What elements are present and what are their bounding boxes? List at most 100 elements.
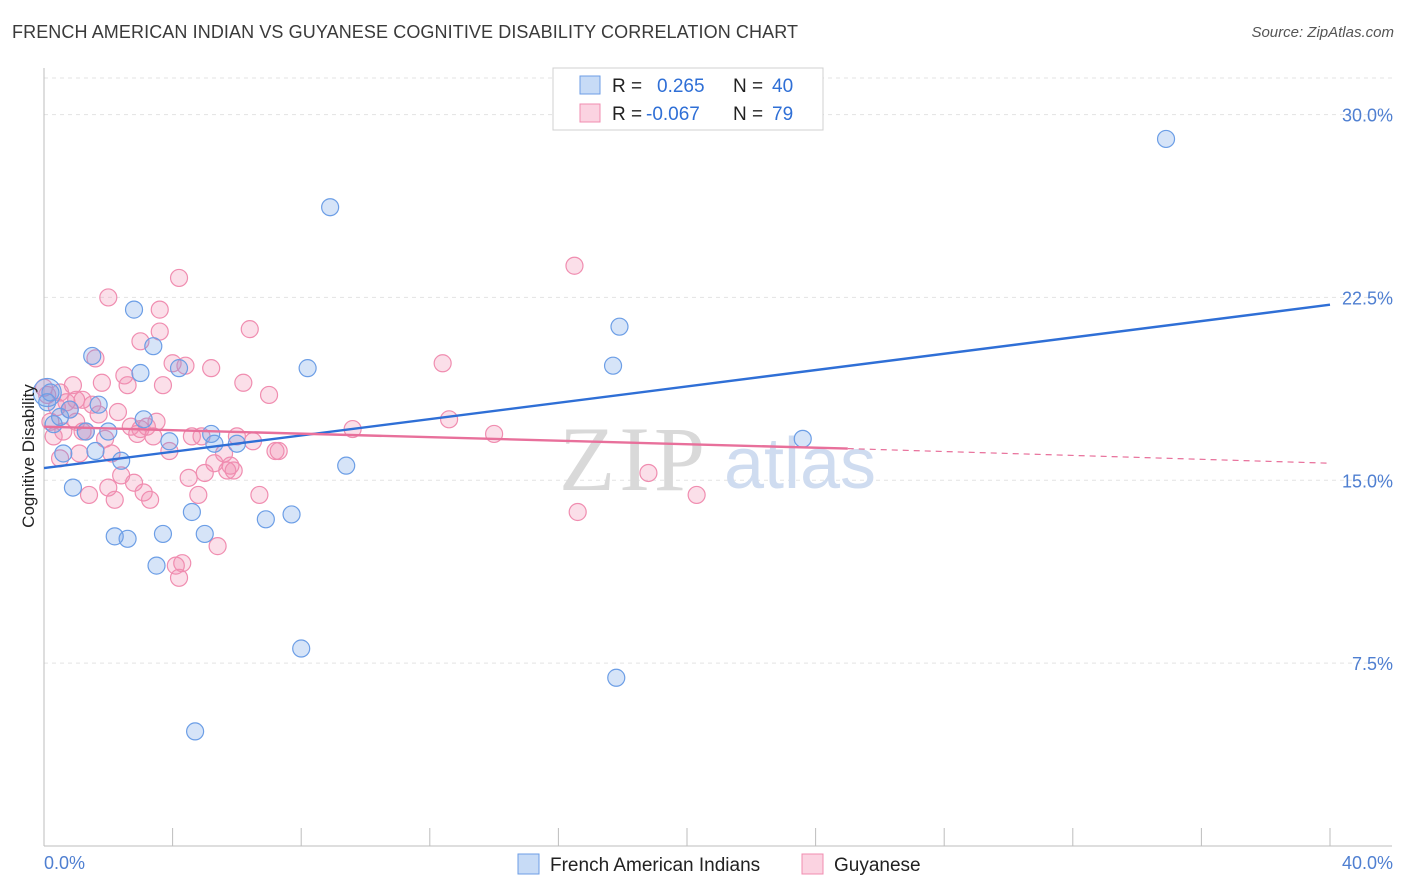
x-tick-label-1: 40.0% — [1342, 853, 1393, 873]
legend-swatch-blue — [579, 75, 601, 95]
point-guyanese-40 — [169, 568, 189, 587]
point-guyanese-27 — [124, 473, 144, 492]
point-guyanese-62 — [439, 410, 459, 429]
point-french-american-indian-3 — [54, 444, 73, 463]
point-french-american-indian-23 — [186, 722, 205, 741]
legend-r-label-2: R = — [612, 104, 642, 125]
legend-r-value-blue: 0.265 — [657, 76, 705, 97]
point-guyanese-14 — [83, 395, 102, 414]
y-tick-label-0: 7.5% — [1352, 654, 1393, 674]
point-guyanese-69 — [150, 300, 169, 319]
point-guyanese-52 — [224, 461, 243, 480]
point-french-american-indian-38 — [38, 393, 57, 412]
point-french-american-indian-2 — [50, 407, 70, 426]
point-guyanese-25 — [118, 376, 137, 395]
point-guyanese-66 — [639, 463, 658, 483]
point-guyanese-58 — [259, 385, 279, 405]
point-french-american-indian-18 — [147, 556, 166, 575]
point-guyanese-61 — [433, 354, 452, 373]
point-french-american-indian-37 — [1156, 129, 1176, 149]
point-french-american-indian-0 — [41, 383, 60, 402]
point-guyanese-45 — [189, 485, 208, 505]
point-guyanese-16 — [89, 405, 108, 424]
bottom-legend-label-blue: French American Indians — [550, 855, 760, 876]
gridlines — [44, 77, 1392, 664]
axes — [43, 68, 1392, 847]
point-french-american-indian-29 — [282, 505, 301, 524]
point-french-american-indian-35 — [610, 317, 629, 336]
point-guyanese-17 — [92, 373, 111, 392]
bottom-legend-label-pink: Guyanese — [834, 855, 921, 876]
point-guyanese-76 — [221, 456, 240, 475]
point-guyanese-54 — [234, 373, 253, 392]
point-french-american-indian-22 — [182, 502, 201, 522]
chart-title: FRENCH AMERICAN INDIAN VS GUYANESE COGNI… — [12, 22, 799, 42]
point-guyanese-47 — [202, 359, 221, 378]
point-french-american-indian-28 — [256, 510, 275, 529]
point-french-american-indian-30 — [298, 359, 317, 378]
trend-line-guyanese — [43, 425, 848, 450]
x-tick-label-0: 0.0% — [44, 853, 85, 873]
guyanese-points — [34, 256, 706, 587]
point-french-american-indian-26 — [205, 434, 224, 453]
point-guyanese-68 — [169, 268, 189, 288]
point-guyanese-46 — [195, 463, 214, 483]
point-french-american-indian-32 — [337, 456, 356, 475]
point-guyanese-67 — [687, 485, 706, 505]
point-french-american-indian-12 — [112, 451, 131, 470]
point-french-american-indian-16 — [134, 410, 153, 429]
point-french-american-indian-39 — [292, 639, 311, 658]
point-guyanese-51 — [218, 461, 237, 480]
y-axis-label: Cognitive Disability — [19, 384, 38, 528]
bottom-legend-swatch-blue — [517, 853, 540, 875]
legend-r-value-pink: -0.067 — [646, 104, 700, 125]
point-guyanese-65 — [568, 502, 587, 522]
point-guyanese-13 — [79, 485, 99, 505]
point-french-american-indian-7 — [83, 346, 102, 366]
point-guyanese-44 — [182, 427, 201, 446]
point-french-american-indian-21 — [169, 359, 189, 378]
bottom-legend-swatch-pink — [801, 853, 824, 875]
point-guyanese-70 — [99, 288, 118, 307]
point-guyanese-77 — [269, 441, 288, 461]
point-french-american-indian-33 — [603, 356, 623, 375]
trend-lines — [43, 303, 1331, 470]
y-tick-label-3: 30.0% — [1342, 106, 1393, 126]
point-french-american-indian-10 — [99, 422, 118, 441]
point-guyanese-36 — [153, 376, 173, 395]
watermark-zip: ZIP — [559, 408, 709, 510]
y-tick-label-2: 22.5% — [1342, 288, 1393, 308]
legend-n-value-pink: 79 — [772, 104, 793, 125]
point-french-american-indian-1 — [44, 415, 63, 434]
legend-n-label: N = — [733, 76, 763, 97]
point-guyanese-22 — [108, 402, 128, 422]
legend-swatch-pink — [579, 103, 601, 123]
trend-line-french-american-indian — [43, 303, 1331, 470]
point-french-american-indian-36 — [793, 429, 812, 448]
point-guyanese-43 — [179, 468, 198, 487]
point-guyanese-64 — [565, 256, 584, 275]
point-french-american-indian-19 — [153, 524, 173, 544]
point-guyanese-21 — [105, 490, 124, 509]
point-guyanese-15 — [86, 349, 105, 368]
point-guyanese-10 — [70, 444, 89, 463]
point-french-american-indian-31 — [321, 198, 340, 217]
legend-n-value-blue: 40 — [772, 76, 793, 97]
stats-legend: R = 0.265 N = 40 R = -0.067 N = 79 — [552, 67, 824, 131]
point-french-american-indian-5 — [63, 478, 83, 497]
point-guyanese-55 — [240, 320, 259, 339]
source-credit: Source: ZipAtlas.com — [1251, 24, 1394, 41]
point-guyanese-32 — [140, 490, 160, 509]
point-cluster-blue — [32, 377, 62, 408]
point-guyanese-30 — [134, 483, 153, 502]
watermark-atlas: atlas — [724, 424, 876, 504]
point-french-american-indian-13 — [118, 529, 137, 548]
trend-line-guyanese-extension — [847, 447, 1331, 464]
tick-labels: 7.5% 15.0% 22.5% 30.0% 0.0% 40.0% — [44, 106, 1393, 873]
point-french-american-indian-20 — [160, 432, 179, 451]
point-french-american-indian-25 — [202, 424, 221, 444]
point-french-american-indian-4 — [60, 400, 79, 419]
point-french-american-indian-24 — [195, 524, 214, 544]
legend-r-label: R = — [612, 76, 642, 97]
